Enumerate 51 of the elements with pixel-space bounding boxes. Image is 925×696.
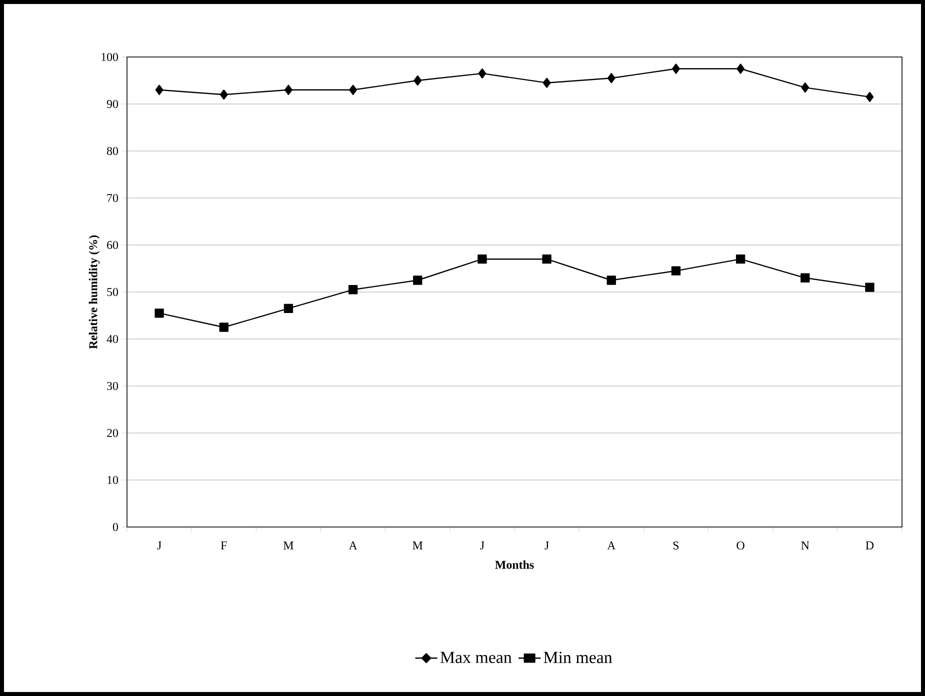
y-tick-label: 0 [112, 522, 118, 532]
y-tick-label: 10 [108, 476, 118, 484]
x-tick-label: M [412, 542, 423, 550]
point [866, 92, 874, 102]
x-axis-title: Months [495, 560, 534, 569]
point [671, 266, 681, 276]
x-tick-label: F [220, 542, 227, 550]
x-tick-label: J [544, 542, 549, 550]
y-tick-label: 20 [107, 428, 118, 438]
y-tick-label: 30 [107, 382, 118, 390]
point [672, 64, 680, 74]
point [542, 254, 552, 264]
legend-label: Min mean [544, 652, 612, 664]
x-tick-label: O [736, 542, 744, 550]
point [348, 285, 358, 294]
point [154, 308, 164, 318]
point [801, 82, 810, 93]
y-axis-title: Relative humidity (%) [88, 235, 100, 349]
point [607, 73, 616, 84]
y-tick-label: 80 [106, 146, 118, 156]
point [800, 273, 810, 282]
point [413, 276, 422, 285]
point [284, 304, 294, 314]
y-tick-label: 90 [106, 100, 118, 108]
point [736, 254, 746, 264]
point [542, 78, 551, 88]
point [284, 84, 292, 95]
point [414, 75, 422, 86]
point [478, 254, 487, 264]
y-tick-label: 60 [107, 240, 118, 250]
x-tick-label: J [157, 542, 162, 550]
point [349, 84, 358, 95]
y-tick-label: 40 [106, 334, 118, 344]
y-tick-label: 100 [102, 52, 118, 62]
x-tick-label: A [607, 542, 616, 550]
x-tick-label: J [480, 542, 484, 550]
point [155, 84, 164, 95]
point [736, 64, 745, 74]
x-tick-label: D [866, 542, 874, 550]
y-tick-label: 50 [107, 288, 118, 296]
point [478, 68, 486, 79]
x-tick-label: N [801, 542, 810, 550]
x-tick-label: S [673, 542, 679, 550]
point [220, 90, 228, 100]
point [865, 282, 874, 292]
x-tick-label: M [283, 542, 294, 550]
x-tick-label: A [348, 542, 358, 550]
point [219, 322, 228, 332]
y-tick-label: 70 [107, 194, 118, 202]
point [606, 276, 616, 285]
legend-label: Max mean [440, 652, 512, 664]
